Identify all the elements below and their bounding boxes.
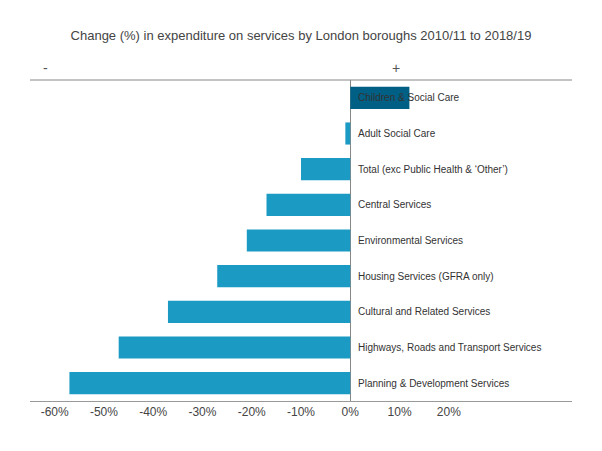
svg-text:-20%: -20% xyxy=(238,405,266,419)
svg-text:-30%: -30% xyxy=(188,405,216,419)
svg-text:-60%: -60% xyxy=(41,405,69,419)
svg-text:Highways, Roads and Transport: Highways, Roads and Transport Services xyxy=(358,342,541,353)
svg-text:-: - xyxy=(43,60,48,76)
svg-text:Children & Social Care: Children & Social Care xyxy=(358,92,460,103)
svg-text:-40%: -40% xyxy=(139,405,167,419)
svg-text:0%: 0% xyxy=(342,405,360,419)
svg-text:Total (exc Public Health & ‘Ot: Total (exc Public Health & ‘Other’) xyxy=(358,164,508,175)
svg-text:Environmental Services: Environmental Services xyxy=(358,235,463,246)
svg-text:Housing Services (GFRA only): Housing Services (GFRA only) xyxy=(358,271,494,282)
svg-text:Planning & Development Service: Planning & Development Services xyxy=(358,378,509,389)
svg-text:-50%: -50% xyxy=(90,405,118,419)
svg-text:20%: 20% xyxy=(437,405,461,419)
svg-text:Cultural and Related Services: Cultural and Related Services xyxy=(358,306,490,317)
svg-text:-10%: -10% xyxy=(287,405,315,419)
svg-text:+: + xyxy=(392,60,400,76)
svg-text:Central Services: Central Services xyxy=(358,199,431,210)
svg-text:Change (%) in expenditure on s: Change (%) in expenditure on services by… xyxy=(71,28,532,43)
svg-text:Adult Social Care: Adult Social Care xyxy=(358,128,436,139)
svg-text:10%: 10% xyxy=(388,405,412,419)
